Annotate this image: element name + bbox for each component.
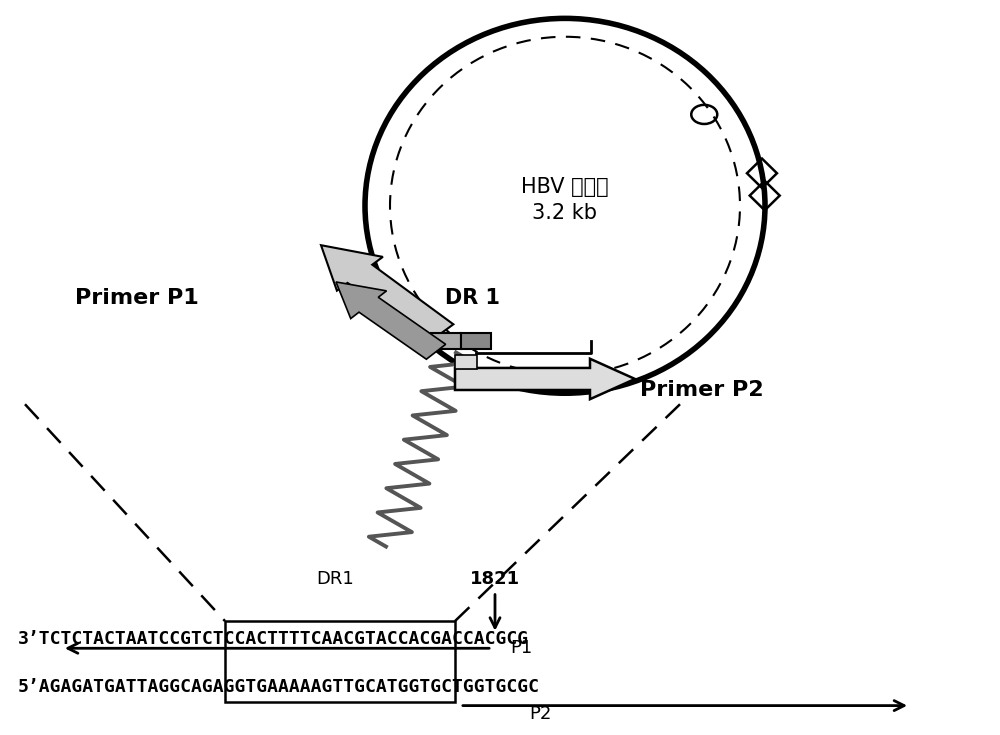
Text: DR 1: DR 1 <box>445 287 500 308</box>
Bar <box>431 333 461 349</box>
FancyArrow shape <box>336 282 446 359</box>
Bar <box>225 621 455 702</box>
Text: HBV 基因组: HBV 基因组 <box>521 177 609 198</box>
Text: Primer P2: Primer P2 <box>640 379 764 400</box>
Bar <box>461 333 491 349</box>
Text: Primer P1: Primer P1 <box>75 287 199 308</box>
Bar <box>455 355 477 370</box>
Text: 5’AGAGATGATTAGGCAGAGGTGAAAAAGTTGCATGGTGCTGGTGCGC: 5’AGAGATGATTAGGCAGAGGTGAAAAAGTTGCATGGTGC… <box>18 678 540 696</box>
FancyArrow shape <box>455 359 635 399</box>
Text: P2: P2 <box>529 706 551 723</box>
Text: 3’TCTCTACTAATCCGTCTCCACTTTTCAACGTACCACGACCACGCG: 3’TCTCTACTAATCCGTCTCCACTTTTCAACGTACCACGA… <box>18 631 529 648</box>
Text: P1: P1 <box>510 639 532 657</box>
Text: DR1: DR1 <box>316 570 354 588</box>
FancyArrow shape <box>321 245 453 343</box>
Text: 3.2 kb: 3.2 kb <box>532 203 598 223</box>
Text: 1821: 1821 <box>470 570 520 588</box>
